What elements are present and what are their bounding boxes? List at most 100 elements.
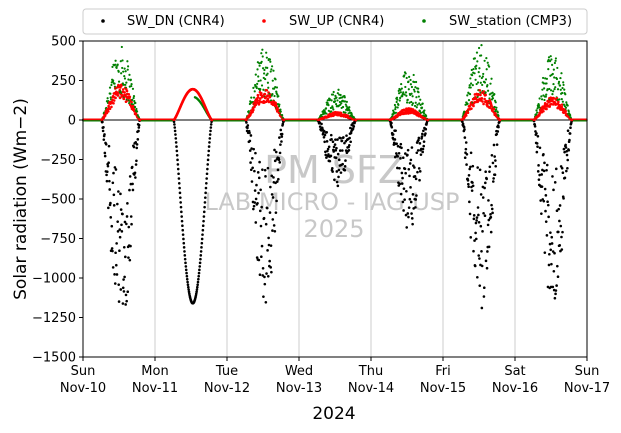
sw-dn-point [495, 132, 499, 136]
sw-dn-point [209, 126, 213, 129]
legend-marker-sw-up [262, 19, 266, 23]
sw-dn-point [269, 185, 272, 189]
sw-station-point [252, 96, 256, 99]
sw-dn-point [111, 181, 115, 185]
sw-dn-point [550, 242, 554, 245]
sw-dn-point [335, 180, 339, 184]
sw-station-point [117, 80, 121, 83]
sw-station-point [415, 96, 418, 99]
sw-dn-point [542, 169, 546, 173]
sw-station-point [411, 95, 414, 98]
sw-station-point [417, 87, 420, 90]
sw-station-point [256, 82, 259, 85]
sw-station-point [120, 72, 123, 75]
sw-station-point [111, 65, 114, 69]
sw-station-point [108, 86, 112, 89]
sw-station-point [541, 88, 544, 91]
sw-dn-point [274, 150, 278, 154]
sw-dn-point [196, 283, 199, 287]
sw-dn-point [181, 228, 185, 232]
sw-dn-point [122, 290, 126, 293]
sw-dn-point [351, 127, 355, 131]
sw-dn-point [467, 185, 470, 189]
watermark-line-3: 2025 [303, 215, 364, 243]
sw-dn-point [329, 154, 333, 158]
sw-station-point [117, 70, 120, 73]
sw-station-point [419, 98, 422, 101]
sw-dn-point [195, 288, 199, 291]
sw-dn-point [120, 223, 123, 227]
sw-dn-point [557, 230, 560, 234]
sw-station-point [257, 75, 260, 78]
sw-dn-point [480, 250, 483, 253]
sw-dn-point [478, 284, 482, 287]
sw-dn-point [400, 182, 404, 185]
sw-dn-point [471, 164, 475, 168]
sw-station-point [340, 102, 343, 105]
sw-station-point [127, 78, 130, 81]
sw-up-point [472, 104, 475, 108]
sw-dn-point [182, 241, 186, 245]
sw-up-point [282, 118, 286, 122]
sw-station-point [344, 111, 347, 114]
sw-dn-point [481, 230, 484, 233]
sw-dn-point [553, 251, 556, 255]
sw-station-point [109, 96, 112, 99]
sw-station-point [412, 73, 415, 77]
sw-up-point [138, 118, 142, 122]
sw-dn-point [180, 219, 184, 223]
sw-dn-point [467, 174, 471, 177]
sw-dn-point [415, 151, 419, 155]
sw-dn-point [418, 170, 422, 173]
sw-station-point [468, 93, 472, 96]
sw-dn-point [398, 182, 402, 186]
sw-dn-point [489, 213, 492, 216]
sw-station-point [271, 79, 274, 82]
sw-dn-point [246, 124, 250, 127]
sw-station-point [417, 95, 420, 98]
sw-station-point [266, 81, 270, 84]
sw-dn-point [550, 235, 554, 239]
sw-dn-point [270, 270, 273, 274]
y-tick-label: −1000 [32, 272, 76, 287]
sw-dn-point [463, 128, 466, 131]
y-axis-label: Solar radiation (Wm−2) [11, 98, 31, 300]
sw-dn-point [340, 139, 344, 143]
sw-station-point [333, 100, 337, 103]
sw-dn-point [336, 152, 340, 156]
sw-station-point [417, 91, 420, 94]
sw-dn-point [535, 142, 539, 145]
sw-station-point [477, 71, 480, 74]
sw-dn-point [206, 163, 210, 166]
sw-station-point [543, 98, 546, 102]
y-tick-label: 0 [68, 114, 76, 129]
sw-dn-point [341, 149, 344, 152]
sw-dn-point [349, 140, 352, 144]
sw-dn-point [411, 222, 414, 226]
sw-station-point [348, 106, 351, 109]
sw-dn-point [205, 172, 209, 176]
sw-station-point [561, 86, 564, 90]
sw-dn-point [323, 133, 327, 137]
sw-station-point [476, 81, 480, 84]
x-axis: Sun Nov-10 Mon Nov-11 Tue Nov-12 Wed Nov-13 Thu N… [60, 357, 610, 396]
sw-station-point [394, 107, 397, 111]
sw-dn-point [485, 177, 488, 181]
sw-up-point [354, 118, 358, 122]
sw-station-point [413, 90, 416, 93]
sw-station-point [553, 76, 556, 79]
sw-dn-point [260, 205, 263, 209]
sw-up-point [256, 93, 260, 97]
sw-dn-point [469, 151, 473, 155]
sw-station-point [281, 113, 284, 117]
x-tick-label-day: Sun [71, 364, 96, 379]
sw-dn-point [207, 149, 211, 153]
sw-dn-point [173, 126, 177, 129]
sw-dn-point [178, 191, 182, 195]
x-tick-label-date: Nov-16 [492, 381, 538, 396]
sw-dn-point [110, 247, 114, 250]
sw-station-point [491, 91, 494, 94]
sw-dn-point [397, 151, 401, 155]
sw-station-point [414, 101, 417, 104]
sw-dn-point [254, 197, 258, 201]
